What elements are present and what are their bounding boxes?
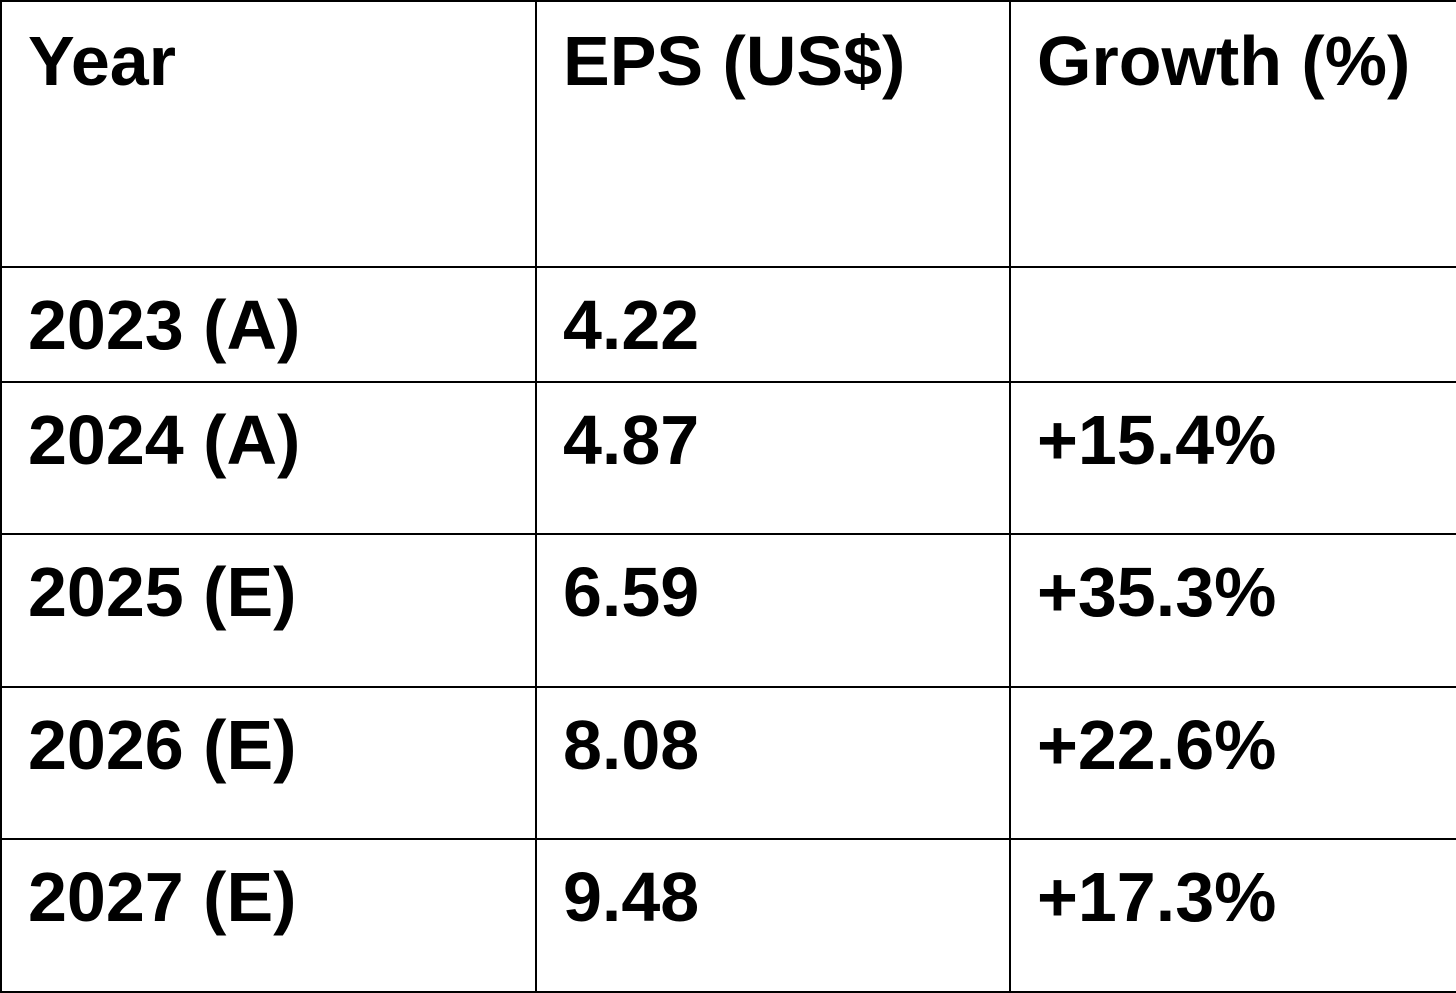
eps-value: 8.08 [563, 705, 700, 784]
growth-cell: +22.6% [1009, 685, 1456, 840]
header-growth-label: Growth (%) [1037, 22, 1411, 100]
growth-cell: +17.3% [1009, 837, 1456, 993]
table-row: 2025 (E) 6.59 +35.3% [0, 532, 1456, 688]
eps-cell: 4.22 [535, 266, 1011, 383]
growth-value [1012, 269, 1455, 270]
header-year-label: Year [28, 22, 176, 100]
year-value: 2023 (A) [28, 286, 301, 364]
growth-value: +22.6% [1037, 705, 1277, 784]
header-row: Year EPS (US$) Growth (%) [0, 0, 1456, 268]
year-value: 2024 (A) [28, 400, 301, 479]
year-cell: 2025 (E) [0, 532, 537, 688]
growth-cell: +35.3% [1009, 532, 1456, 688]
year-cell: 2026 (E) [0, 685, 537, 840]
eps-value: 4.22 [563, 286, 700, 364]
year-value: 2027 (E) [28, 857, 297, 936]
growth-value: +15.4% [1037, 400, 1277, 479]
table-row: 2023 (A) 4.22 [0, 266, 1456, 383]
table-row: 2027 (E) 9.48 +17.3% [0, 837, 1456, 993]
growth-value: +35.3% [1037, 552, 1277, 631]
year-cell: 2027 (E) [0, 837, 537, 993]
eps-value: 9.48 [563, 857, 700, 936]
header-cell-year: Year [0, 0, 537, 268]
eps-cell: 8.08 [535, 685, 1011, 840]
eps-value: 6.59 [563, 552, 700, 631]
eps-cell: 9.48 [535, 837, 1011, 993]
growth-cell: +15.4% [1009, 380, 1456, 535]
header-cell-eps: EPS (US$) [535, 0, 1011, 268]
year-value: 2025 (E) [28, 552, 297, 631]
eps-cell: 6.59 [535, 532, 1011, 688]
table-row: 2026 (E) 8.08 +22.6% [0, 685, 1456, 840]
eps-value: 4.87 [563, 400, 700, 479]
year-cell: 2023 (A) [0, 266, 537, 383]
header-eps-label: EPS (US$) [563, 22, 906, 100]
table-row: 2024 (A) 4.87 +15.4% [0, 380, 1456, 535]
eps-cell: 4.87 [535, 380, 1011, 535]
growth-value: +17.3% [1037, 857, 1277, 936]
growth-cell [1009, 266, 1456, 383]
header-cell-growth: Growth (%) [1009, 0, 1456, 268]
year-cell: 2024 (A) [0, 380, 537, 535]
year-value: 2026 (E) [28, 705, 297, 784]
